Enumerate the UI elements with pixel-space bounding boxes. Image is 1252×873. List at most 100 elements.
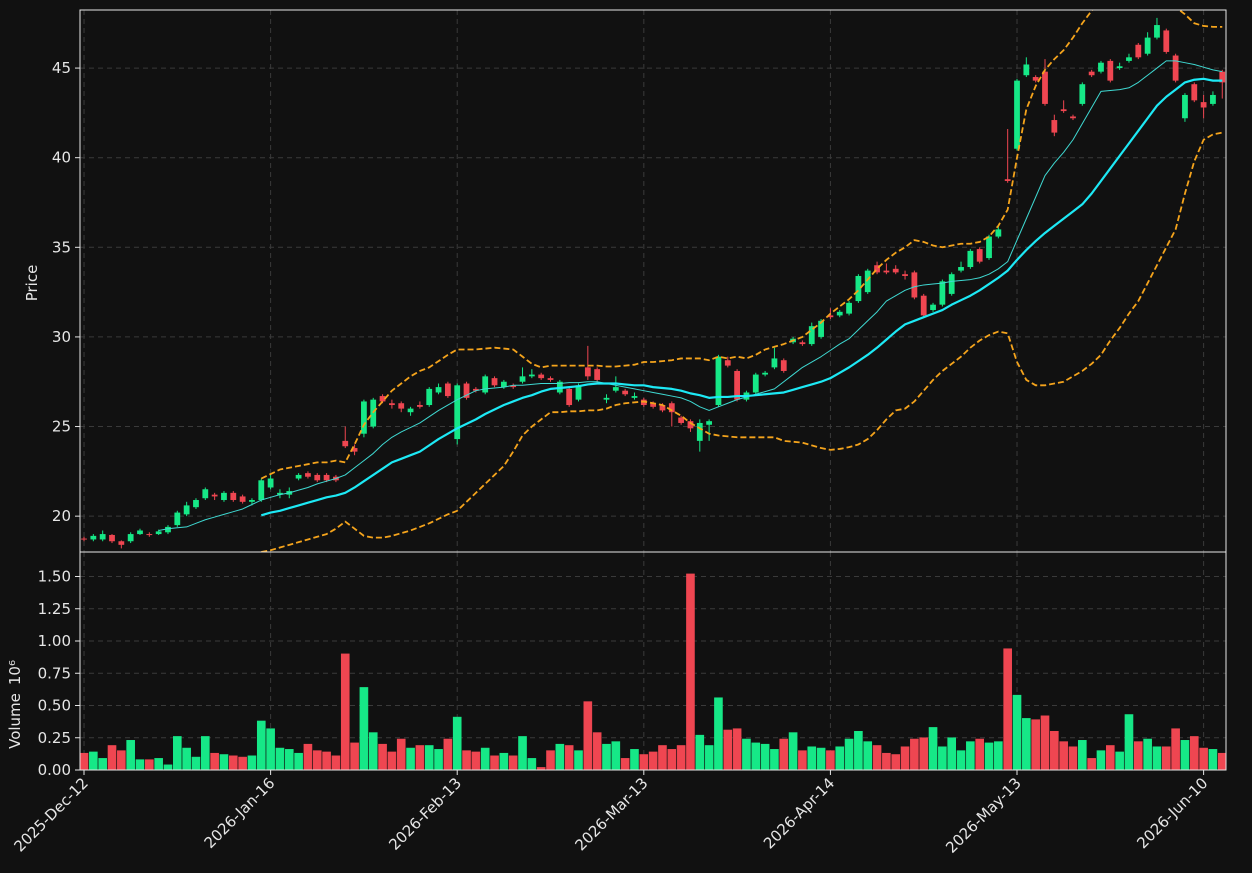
volume-bar — [1180, 740, 1190, 770]
volume-bar — [732, 728, 742, 770]
volume-bar — [1078, 740, 1087, 770]
volume-bar — [340, 653, 350, 770]
candle-body — [295, 474, 302, 479]
volume-bar — [854, 731, 863, 770]
volume-bar — [686, 573, 695, 770]
volume-bar — [1050, 731, 1059, 770]
volume-bar — [602, 743, 611, 770]
candle-body — [1210, 94, 1216, 104]
candle-body — [500, 381, 507, 388]
volume-bar — [331, 755, 341, 770]
candle-body — [818, 320, 824, 337]
y-tick-label: 45 — [52, 59, 71, 77]
volume-bar — [518, 736, 527, 770]
y-tick-label: 1.25 — [38, 600, 71, 618]
volume-bar — [219, 754, 229, 770]
volume-bar — [1115, 751, 1124, 770]
candle-body — [1191, 84, 1198, 101]
volume-bar — [1217, 752, 1226, 770]
candle-body — [762, 372, 768, 375]
volume-bar — [564, 745, 574, 770]
candle-body — [827, 315, 834, 318]
candle-body — [1060, 109, 1067, 112]
volume-bar — [620, 758, 630, 770]
candle-body — [715, 356, 722, 406]
candle-body — [435, 387, 442, 393]
candle-body — [155, 531, 162, 535]
volume-bar — [1059, 741, 1068, 770]
candle-body — [1004, 179, 1011, 181]
volume-bar — [975, 738, 985, 770]
volume-bar — [359, 687, 369, 770]
candle-body — [426, 388, 433, 406]
volume-bar — [312, 750, 322, 770]
volume-bar — [872, 745, 882, 770]
volume-bar — [163, 764, 173, 770]
candle-body — [1042, 71, 1048, 104]
candle-body — [1070, 116, 1076, 119]
volume-bar — [191, 756, 201, 770]
volume-bar — [443, 738, 453, 770]
volume-bar — [527, 758, 537, 770]
candle-body — [109, 534, 115, 542]
volume-bar — [1143, 738, 1152, 770]
volume-bar — [89, 751, 98, 770]
volume-bar — [583, 701, 593, 770]
indicator-line — [158, 60, 1223, 531]
volume-scale: 10⁶ — [6, 660, 24, 685]
volume-bar — [900, 746, 910, 770]
candle-body — [920, 295, 927, 316]
volume-bar — [294, 752, 303, 770]
volume-bar — [1022, 718, 1031, 770]
candle-body — [734, 370, 741, 400]
volume-bar — [546, 750, 555, 770]
y-tick-label: 35 — [52, 238, 71, 256]
candle-body — [519, 376, 526, 382]
volume-bar — [695, 734, 705, 770]
volume-bar — [284, 749, 294, 770]
volume-bar — [1068, 746, 1078, 770]
volume-bar — [676, 745, 686, 770]
volume-bar — [667, 749, 677, 770]
candle-body — [137, 530, 143, 535]
candle-body — [948, 274, 955, 294]
volume-bar — [350, 742, 359, 770]
candle-body — [967, 250, 974, 268]
volume-bar — [807, 746, 817, 770]
volume-bar — [835, 746, 845, 770]
candle-body — [939, 281, 946, 305]
y-tick-label: 25 — [52, 418, 71, 436]
volume-bar — [1124, 714, 1134, 770]
volume-bar — [882, 752, 891, 770]
volume-bar — [919, 737, 929, 770]
volume-bar — [145, 759, 154, 770]
volume-bar — [256, 720, 266, 770]
volume-bar — [378, 743, 387, 770]
candle-body — [99, 534, 106, 540]
candle-body — [165, 526, 171, 533]
volume-bar — [1040, 715, 1050, 770]
candle-body — [547, 378, 554, 380]
candle-body — [258, 480, 265, 501]
volume-bar — [1087, 758, 1096, 770]
candle-body — [808, 326, 815, 345]
volume-bar — [200, 736, 210, 770]
volume-bar — [928, 727, 938, 770]
volume-bar — [984, 742, 994, 770]
volume-bar — [1031, 719, 1040, 770]
candle-body — [780, 360, 787, 371]
candle-body — [631, 396, 638, 398]
volume-bar — [723, 729, 733, 770]
candle-body — [183, 505, 190, 515]
indicator-line — [260, 77, 1223, 517]
candle-body — [1079, 84, 1086, 104]
candle-body — [1088, 71, 1095, 76]
candle-body — [193, 500, 199, 508]
volume-bar — [1105, 745, 1115, 770]
candle-body — [90, 535, 97, 540]
candle-body — [1023, 64, 1030, 76]
candle-body — [650, 403, 657, 407]
candle-body — [1154, 25, 1160, 38]
volume-frame — [79, 551, 1227, 771]
volume-bar — [994, 741, 1003, 770]
